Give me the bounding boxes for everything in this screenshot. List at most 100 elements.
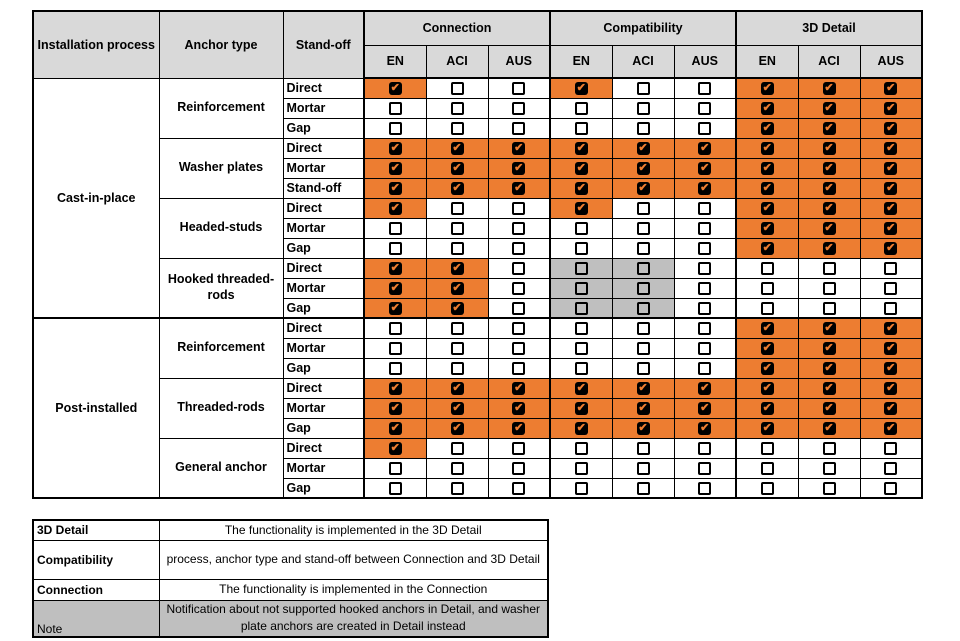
checkbox-checked-icon: ✔	[822, 322, 836, 336]
matrix-row: Gap ✔ ✔ ✔	[33, 357, 923, 379]
checkbox-unchecked-icon	[698, 222, 712, 236]
matrix-cell	[735, 257, 799, 279]
matrix-cell	[549, 217, 613, 239]
matrix-cell	[859, 297, 923, 319]
checkbox-unchecked-icon	[822, 481, 836, 495]
checkbox-checked-icon: ✔	[450, 402, 464, 416]
matrix-cell	[859, 257, 923, 279]
standoff-cell: Mortar	[282, 217, 365, 239]
matrix-cell	[611, 117, 675, 139]
checkbox-unchecked-icon	[822, 262, 836, 276]
checkbox-unchecked-icon	[636, 442, 650, 456]
matrix-cell	[363, 117, 427, 139]
anchor-type-cell: Reinforcement	[158, 77, 284, 139]
matrix-cell: ✔	[797, 97, 861, 119]
checkbox-checked-icon: ✔	[822, 242, 836, 256]
matrix-cell	[611, 197, 675, 219]
checkbox-unchecked-icon	[574, 122, 588, 136]
matrix-cell: ✔	[735, 337, 799, 359]
matrix-cell	[673, 357, 737, 379]
checkbox-unchecked-icon	[450, 242, 464, 256]
matrix-cell: ✔	[673, 397, 737, 419]
checkbox-unchecked-icon	[698, 282, 712, 296]
checkbox-unchecked-icon	[512, 82, 526, 96]
matrix-cell: ✔	[487, 397, 551, 419]
checkbox-checked-icon: ✔	[388, 142, 402, 156]
matrix-cell: ✔	[611, 397, 675, 419]
checkbox-checked-icon: ✔	[760, 222, 774, 236]
checkbox-unchecked-icon	[636, 202, 650, 216]
checkbox-checked-icon: ✔	[512, 182, 526, 196]
anchor-type-cell: Headed-studs	[158, 197, 284, 259]
checkbox-checked-icon: ✔	[760, 322, 774, 336]
checkbox-checked-icon: ✔	[760, 202, 774, 216]
checkbox-unchecked-icon	[636, 481, 650, 495]
checkbox-unchecked-icon	[512, 362, 526, 376]
matrix-row: Hooked threaded-rods Direct ✔ ✔	[33, 257, 923, 319]
checkbox-unchecked-icon	[574, 462, 588, 476]
checkbox-checked-icon: ✔	[760, 342, 774, 356]
matrix-cell	[611, 457, 675, 479]
matrix-row: Gap ✔ ✔	[33, 297, 923, 319]
checkbox-unchecked-icon	[636, 282, 650, 296]
standoff-cell: Mortar	[282, 277, 365, 299]
matrix-cell	[425, 477, 489, 499]
matrix-cell: ✔	[363, 437, 427, 459]
checkbox-checked-icon: ✔	[760, 162, 774, 176]
matrix-cell	[487, 457, 551, 479]
checkbox-unchecked-icon	[636, 242, 650, 256]
matrix-cell	[735, 277, 799, 299]
checkbox-checked-icon: ✔	[884, 122, 898, 136]
checkbox-checked-icon: ✔	[450, 162, 464, 176]
checkbox-unchecked-icon	[698, 301, 712, 315]
matrix-cell	[425, 77, 489, 99]
matrix-cell	[735, 437, 799, 459]
matrix-cell: ✔	[673, 417, 737, 439]
matrix-row: Mortar ✔ ✔	[33, 277, 923, 299]
matrix-cell: ✔	[859, 157, 923, 179]
checkbox-checked-icon: ✔	[512, 402, 526, 416]
matrix-cell	[487, 357, 551, 379]
matrix-cell: ✔	[797, 117, 861, 139]
legend-description: The functionality is implemented in the …	[158, 519, 549, 541]
matrix-cell	[549, 317, 613, 339]
matrix-cell: ✔	[611, 177, 675, 199]
matrix-row: Cast-in-place Reinforcement Direct ✔ ✔ ✔ ✔ ✔	[32, 77, 923, 319]
checkbox-unchecked-icon	[698, 462, 712, 476]
matrix-cell: ✔	[797, 217, 861, 239]
checkbox-checked-icon: ✔	[884, 102, 898, 116]
matrix-cell: ✔	[487, 377, 551, 399]
checkbox-unchecked-icon	[574, 242, 588, 256]
matrix-cell	[487, 97, 551, 119]
checkbox-unchecked-icon	[512, 122, 526, 136]
matrix-cell	[487, 117, 551, 139]
checkbox-checked-icon: ✔	[574, 162, 588, 176]
header-group-3d-detail: 3D Detail	[735, 10, 923, 46]
matrix-cell	[611, 437, 675, 459]
matrix-cell	[549, 437, 613, 459]
checkbox-checked-icon: ✔	[884, 342, 898, 356]
checkbox-checked-icon: ✔	[574, 402, 588, 416]
matrix-cell: ✔	[425, 397, 489, 419]
matrix-cell	[797, 477, 861, 499]
checkbox-checked-icon: ✔	[574, 82, 588, 96]
matrix-row: Post-installed Reinforcement Direct ✔ ✔ ✔	[32, 317, 923, 499]
checkbox-checked-icon: ✔	[698, 382, 712, 396]
matrix-cell: ✔	[673, 157, 737, 179]
matrix-cell	[425, 97, 489, 119]
matrix-cell: ✔	[673, 177, 737, 199]
checkbox-checked-icon: ✔	[760, 142, 774, 156]
header-sub-aus: AUS	[673, 44, 737, 79]
matrix-cell: ✔	[859, 97, 923, 119]
checkbox-checked-icon: ✔	[822, 182, 836, 196]
matrix-cell	[363, 337, 427, 359]
checkbox-unchecked-icon	[450, 362, 464, 376]
checkbox-checked-icon: ✔	[884, 242, 898, 256]
matrix-row: Washer plates Direct ✔ ✔ ✔ ✔ ✔ ✔ ✔ ✔ ✔	[33, 137, 923, 199]
header-sub-aus: AUS	[487, 44, 551, 79]
matrix-cell: ✔	[735, 197, 799, 219]
matrix-cell	[673, 457, 737, 479]
checkbox-unchecked-icon	[698, 82, 712, 96]
matrix-cell: ✔	[735, 157, 799, 179]
matrix-cell: ✔	[549, 397, 613, 419]
